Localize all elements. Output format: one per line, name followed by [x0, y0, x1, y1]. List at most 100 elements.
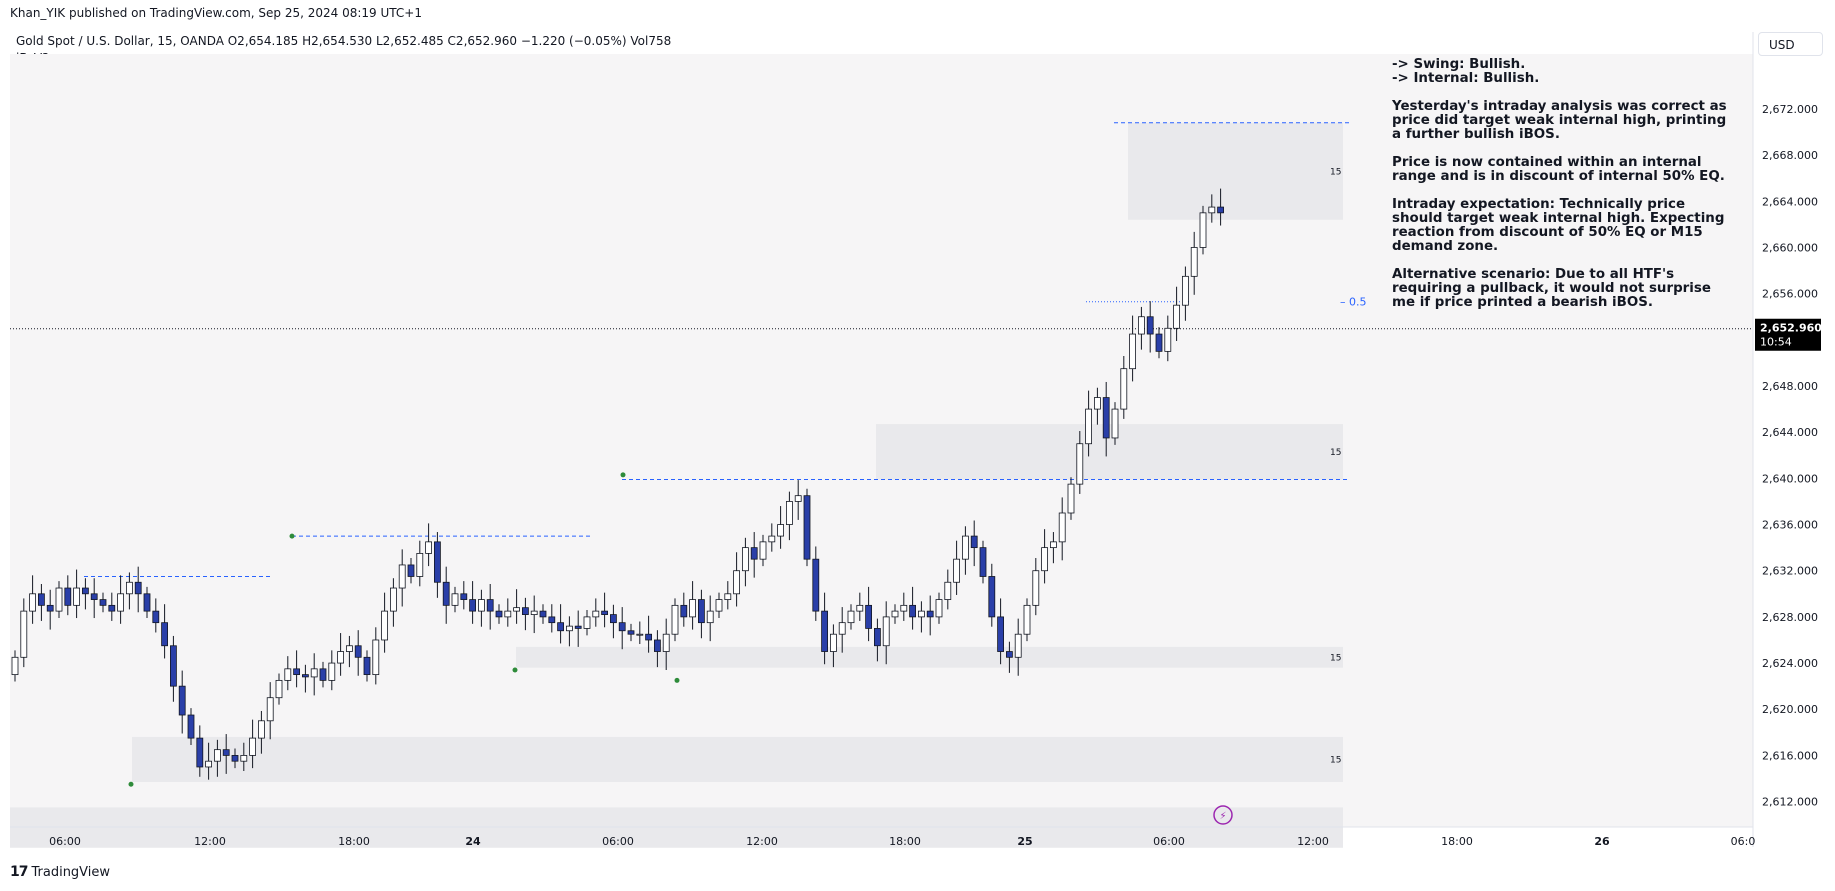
bear-candle[interactable] [460, 593, 468, 600]
bull-candle[interactable] [944, 581, 952, 600]
bear-candle[interactable] [38, 593, 45, 606]
bull-candle[interactable] [566, 625, 573, 632]
bear-candle[interactable] [645, 633, 652, 641]
bull-candle[interactable] [29, 593, 37, 612]
bull-candle[interactable] [381, 610, 389, 641]
bear-candle[interactable] [803, 495, 811, 560]
bear-candle[interactable] [231, 755, 239, 762]
bear-candle[interactable] [187, 714, 195, 739]
bull-candle[interactable] [284, 668, 292, 681]
bear-candle[interactable] [627, 630, 635, 635]
bear-candle[interactable] [46, 604, 54, 612]
bull-candle[interactable] [1138, 316, 1145, 335]
bear-candle[interactable] [874, 628, 881, 647]
bull-candle[interactable] [1094, 397, 1101, 410]
bear-candle[interactable] [1146, 316, 1154, 335]
bear-candle[interactable] [433, 541, 441, 583]
bear-candle[interactable] [178, 685, 186, 716]
currency-button[interactable]: USD [1758, 32, 1823, 56]
bull-candle[interactable] [257, 720, 265, 739]
bull-candle[interactable] [345, 645, 353, 652]
bear-candle[interactable] [99, 599, 107, 606]
bear-candle[interactable] [495, 610, 503, 618]
bear-candle[interactable] [161, 622, 169, 647]
bear-candle[interactable] [407, 564, 415, 577]
bull-candle[interactable] [1199, 212, 1207, 248]
bull-candle[interactable] [794, 495, 802, 502]
bull-candle[interactable] [266, 697, 274, 722]
symbol-ohlc-legend[interactable]: Gold Spot / U.S. Dollar, 15, OANDA O2,65… [16, 34, 672, 48]
bear-candle[interactable] [486, 599, 494, 612]
bull-candle[interactable] [275, 679, 283, 699]
bear-candle[interactable] [82, 587, 89, 595]
bull-candle[interactable] [310, 668, 318, 678]
bull-candle[interactable] [662, 633, 670, 652]
bull-candle[interactable] [205, 760, 213, 768]
bull-candle[interactable] [962, 535, 969, 560]
bear-candle[interactable] [539, 610, 547, 618]
bull-candle[interactable] [1085, 408, 1092, 445]
bull-candle[interactable] [416, 552, 424, 577]
lightning-icon[interactable] [1213, 805, 1233, 825]
bull-candle[interactable] [786, 501, 793, 525]
bear-candle[interactable] [601, 610, 608, 615]
bear-candle[interactable] [222, 749, 230, 756]
bear-candle[interactable] [680, 604, 688, 618]
bull-candle[interactable] [1023, 604, 1031, 635]
bull-candle[interactable] [935, 599, 943, 618]
bull-candle[interactable] [73, 587, 80, 606]
bull-candle[interactable] [1208, 206, 1216, 214]
bear-candle[interactable] [469, 599, 477, 612]
bear-candle[interactable] [926, 610, 934, 618]
bull-candle[interactable] [1032, 570, 1040, 606]
bull-candle[interactable] [55, 587, 63, 612]
bull-candle[interactable] [328, 662, 336, 681]
bull-candle[interactable] [847, 610, 855, 624]
bull-candle[interactable] [213, 749, 221, 762]
bull-candle[interactable] [1050, 541, 1057, 549]
bull-candle[interactable] [671, 604, 679, 635]
bear-candle[interactable] [1102, 397, 1110, 439]
bull-candle[interactable] [451, 593, 459, 606]
bull-candle[interactable] [777, 524, 784, 537]
bull-candle[interactable] [1120, 368, 1128, 410]
bull-candle[interactable] [389, 587, 397, 612]
bull-candle[interactable] [1129, 333, 1136, 370]
bear-candle[interactable] [654, 639, 661, 652]
bear-candle[interactable] [548, 616, 556, 624]
bear-candle[interactable] [821, 610, 828, 652]
bull-candle[interactable] [126, 581, 133, 595]
bull-candle[interactable] [425, 541, 433, 554]
bull-candle[interactable] [240, 755, 248, 762]
bull-candle[interactable] [918, 610, 925, 618]
bear-candle[interactable] [1155, 333, 1163, 352]
bear-candle[interactable] [909, 604, 916, 618]
bull-candle[interactable] [1190, 247, 1198, 277]
bear-candle[interactable] [134, 581, 142, 595]
bull-candle[interactable] [1111, 408, 1119, 439]
bull-candle[interactable] [759, 541, 767, 560]
bull-candle[interactable] [398, 564, 406, 589]
bull-candle[interactable] [742, 547, 749, 572]
bear-candle[interactable] [750, 547, 758, 560]
bear-candle[interactable] [108, 604, 116, 612]
bull-candle[interactable] [768, 535, 776, 543]
bull-candle[interactable] [1173, 304, 1180, 329]
bull-candle[interactable] [249, 737, 257, 756]
bull-candle[interactable] [1058, 512, 1066, 543]
bear-candle[interactable] [970, 535, 978, 549]
bull-candle[interactable] [706, 610, 714, 624]
bull-candle[interactable] [530, 610, 538, 615]
bull-candle[interactable] [1041, 547, 1048, 572]
bull-candle[interactable] [1164, 327, 1172, 352]
bull-candle[interactable] [953, 558, 960, 583]
bull-candle[interactable] [1014, 633, 1022, 658]
bear-candle[interactable] [169, 645, 177, 687]
bull-candle[interactable] [733, 570, 740, 595]
bear-candle[interactable] [64, 587, 72, 606]
bear-candle[interactable] [865, 604, 872, 629]
bull-candle[interactable] [513, 607, 520, 612]
bull-candle[interactable] [636, 633, 644, 636]
bull-candle[interactable] [1182, 275, 1189, 306]
bear-candle[interactable] [363, 656, 371, 676]
